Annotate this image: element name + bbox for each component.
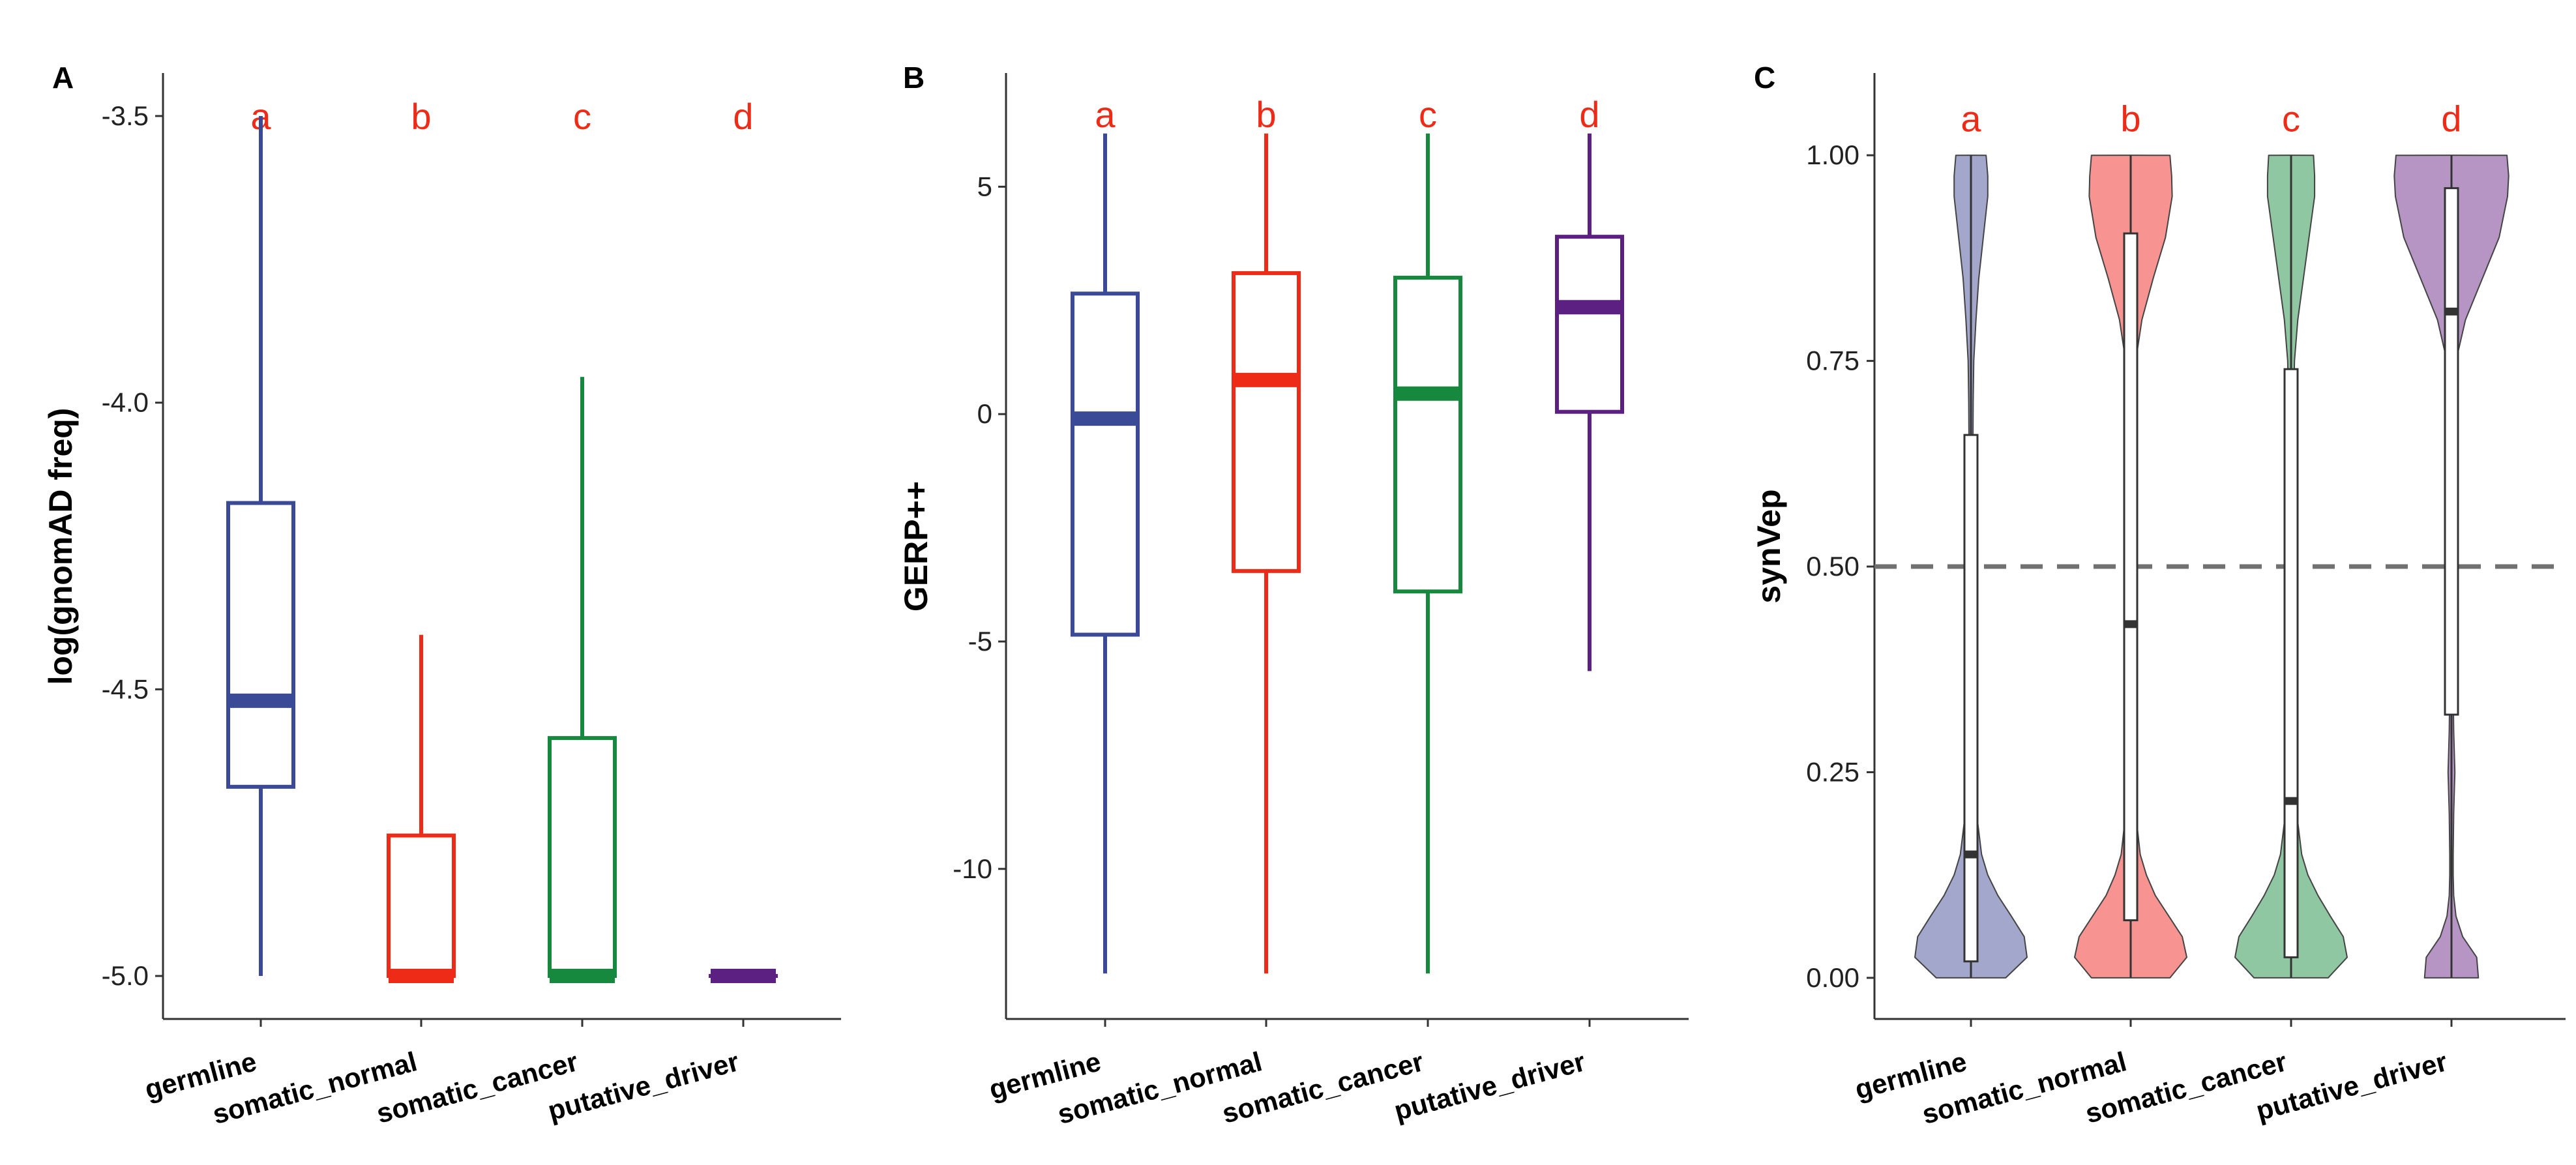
violin-inner-box (1963, 434, 1979, 963)
y-tick-label: 0.25 (1806, 756, 1859, 787)
y-tick-label: 0.75 (1806, 346, 1859, 376)
y-tick-label: -4.5 (102, 673, 149, 704)
y-axis-title: synVep (1751, 489, 1787, 603)
significance-letter: c (1419, 94, 1437, 135)
significance-letter: d (733, 96, 753, 137)
y-axis-title: log(gnomAD freq) (42, 408, 79, 685)
y-tick-label: 0.00 (1806, 962, 1859, 993)
significance-letter: d (2441, 98, 2461, 139)
significance-letter: b (411, 96, 431, 137)
box (226, 501, 295, 789)
box (1071, 291, 1140, 637)
panel-letter: C (1754, 61, 1775, 95)
panel-b: B 5 0 -5 -10 GERP++ germlineasomatic_normalbso… (898, 61, 1689, 1130)
y-tick-label: -5.0 (102, 960, 149, 991)
y-axis-title: GERP++ (898, 481, 934, 612)
y-tick-label: 1.00 (1806, 140, 1859, 170)
significance-letter: c (2282, 98, 2300, 139)
panel-letter: B (903, 61, 925, 95)
panel-letter: A (52, 61, 74, 95)
panel-c: C1.000.750.500.250.00synVepgermlineasoma… (1751, 61, 2566, 1130)
significance-letter: a (1095, 94, 1116, 135)
significance-letter: b (2120, 98, 2140, 139)
significance-letter: c (573, 96, 591, 137)
y-tick-label: 5 (977, 171, 992, 201)
violin-inner-box (2283, 368, 2299, 958)
y-tick-label: -10 (953, 853, 992, 884)
box (1393, 275, 1462, 594)
y-tick-label: -4.0 (102, 387, 149, 418)
violin-inner-box (2444, 187, 2459, 716)
box (1555, 235, 1624, 414)
significance-letter: d (1579, 94, 1599, 135)
box (1232, 271, 1301, 573)
box (548, 736, 617, 979)
violin-inner-box (2123, 232, 2139, 922)
box (387, 833, 456, 979)
significance-letter: a (1961, 98, 1981, 139)
significance-letter: b (1256, 94, 1276, 135)
panel-a: A -3.5 -4.0 -4.5 -5.0 log(gnomAD freq) germlin… (42, 61, 841, 1130)
y-tick-label: 0.50 (1806, 551, 1859, 582)
y-tick-label: -5 (968, 626, 992, 656)
y-tick-label: -3.5 (102, 100, 149, 131)
y-tick-label: 0 (977, 398, 992, 429)
